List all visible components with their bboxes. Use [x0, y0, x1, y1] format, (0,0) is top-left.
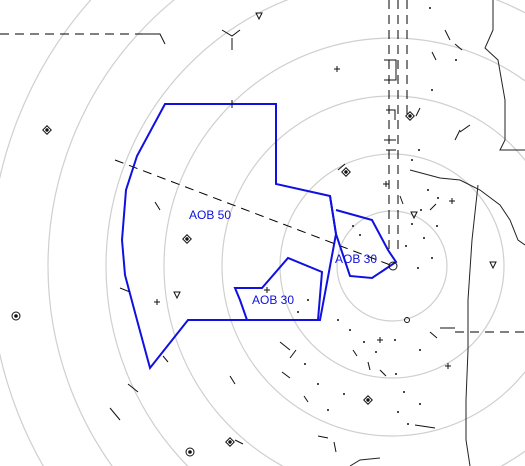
tick-30 — [399, 195, 404, 205]
label-aob50: AOB 50 — [189, 208, 231, 222]
navaids — [42, 111, 415, 447]
tick-13 — [337, 163, 346, 171]
tick-16 — [162, 355, 169, 363]
range-ring-4 — [163, 37, 525, 466]
triangle-icon[interactable] — [173, 291, 181, 300]
tick-21 — [289, 349, 297, 359]
airspace-labels: AOB 50 AOB 30 AOB 30 — [189, 208, 377, 307]
airfield-circle-icon[interactable] — [185, 447, 195, 457]
navaid-square-icon[interactable] — [225, 437, 235, 447]
navaid-square-icon[interactable] — [42, 125, 52, 135]
corner-mark-2 — [221, 29, 241, 37]
tick-6 — [444, 29, 451, 41]
coastline — [349, 0, 525, 466]
tick-8 — [431, 51, 437, 61]
star-point-icon[interactable] — [334, 66, 340, 72]
tick-24 — [317, 435, 329, 439]
tick-29 — [379, 369, 387, 377]
tick-27 — [352, 349, 358, 357]
range-ring-3 — [221, 95, 525, 437]
navaid-square-icon[interactable] — [182, 234, 192, 244]
range-ring-6 — [47, 0, 175, 466]
tick-12 — [414, 424, 436, 429]
tick-18 — [109, 407, 121, 421]
scatter-dots — [297, 7, 457, 425]
coastline-east — [409, 169, 525, 246]
airfields — [11, 261, 410, 457]
tick-19 — [229, 375, 236, 385]
airfield-circle-icon[interactable] — [404, 317, 410, 323]
coastline-corner — [349, 457, 381, 466]
tick-14 — [154, 201, 161, 211]
navaid-square-icon[interactable] — [341, 167, 351, 177]
navaid-square-icon[interactable] — [363, 395, 373, 405]
tick-28 — [367, 361, 371, 371]
tick-9 — [429, 203, 437, 211]
star-point-icon[interactable] — [449, 198, 455, 204]
runway-outline — [384, 59, 397, 81]
runway-marks-1 — [386, 109, 396, 120]
airspace-boundaries — [120, 103, 398, 371]
tick-15 — [119, 287, 131, 293]
star-point-icon[interactable] — [445, 363, 451, 369]
star-point-icon[interactable] — [264, 287, 270, 293]
navaid-square-icon[interactable] — [405, 111, 415, 121]
aob30-south-boundary[interactable] — [233, 256, 324, 321]
triangle-icon[interactable] — [410, 211, 418, 220]
tick-3 — [415, 107, 421, 117]
airfield-circle-icon[interactable] — [388, 261, 398, 271]
tick-5 — [454, 129, 461, 141]
triangle-icon[interactable] — [489, 261, 497, 270]
reporting-points — [173, 12, 497, 300]
dashed-lines — [0, 0, 525, 333]
corner-mark-1 — [142, 33, 166, 45]
star-point-icon[interactable] — [377, 337, 383, 343]
star-point-icon[interactable] — [383, 181, 389, 187]
star-point-icon[interactable] — [154, 299, 160, 305]
waypoints — [154, 66, 455, 369]
label-aob30-east: AOB 30 — [335, 252, 377, 266]
tick-23 — [303, 395, 309, 403]
approach-centreline — [114, 159, 394, 267]
range-ring-5 — [105, 0, 525, 466]
aob30-east-boundary[interactable] — [329, 195, 398, 280]
airfield-circle-icon[interactable] — [11, 311, 21, 321]
coastline-north — [484, 0, 525, 151]
tick-11 — [429, 331, 438, 339]
tick-7 — [454, 43, 463, 51]
tick-20 — [279, 341, 291, 351]
tick-4 — [459, 124, 471, 133]
tick-25 — [333, 441, 337, 453]
tick-17 — [127, 383, 139, 393]
tick-22 — [281, 371, 291, 379]
tick-marks — [109, 29, 471, 453]
triangle-icon[interactable] — [255, 12, 263, 21]
range-ring-1 — [336, 210, 448, 322]
label-aob30-south: AOB 30 — [252, 293, 294, 307]
coastline-south — [465, 184, 479, 466]
tick-26 — [234, 439, 244, 445]
aob50-boundary[interactable] — [120, 103, 338, 371]
